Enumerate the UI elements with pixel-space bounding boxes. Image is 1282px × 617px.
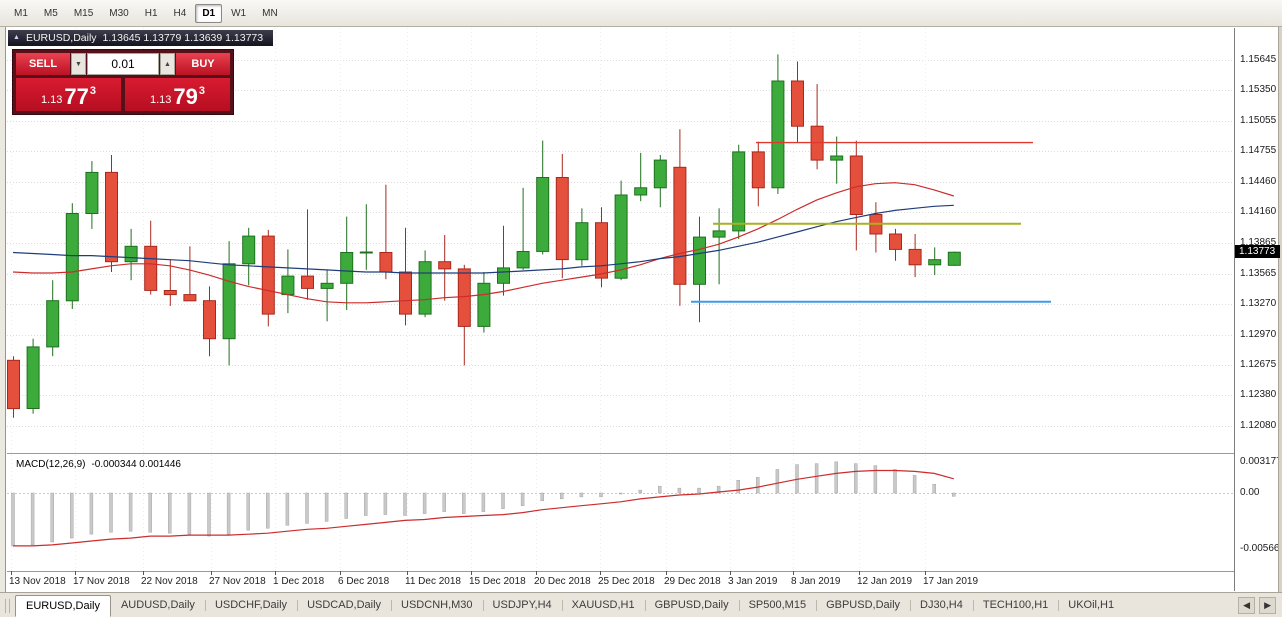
svg-text:12 Jan 2019: 12 Jan 2019 <box>857 576 912 587</box>
chart-tab-audusd-daily-1[interactable]: AUDUSD,Daily <box>120 599 195 611</box>
bid-price-display[interactable]: 1.13 77 3 <box>16 78 121 111</box>
price-axis-label: 1.14755 <box>1240 145 1277 157</box>
ask-price-prefix: 1.13 <box>149 94 172 106</box>
chart-tab-bar: EURUSD,Daily AUDUSD,Daily USDCHF,Daily USDC… <box>0 592 1282 617</box>
svg-text:22 Nov 2018: 22 Nov 2018 <box>141 576 198 587</box>
bid-price-prefix: 1.13 <box>40 94 63 106</box>
macd-axis-label: 0.003177 <box>1240 455 1282 467</box>
svg-text:3 Jan 2019: 3 Jan 2019 <box>728 576 778 587</box>
timeframe-button-m30[interactable]: M30 <box>109 7 129 19</box>
chart-tab-sp500-m15-8[interactable]: SP500,M15 <box>738 593 816 617</box>
price-axis-label: 1.15350 <box>1240 84 1277 96</box>
price-axis-label: 1.15055 <box>1240 114 1277 126</box>
svg-text:27 Nov 2018: 27 Nov 2018 <box>209 576 266 587</box>
macd-axis-label: 0.00 <box>1240 487 1260 498</box>
chart-tab-xauusd-h1-6[interactable]: XAUUSD,H1 <box>561 593 645 617</box>
macd-histogram <box>11 461 956 547</box>
svg-text:15 Dec 2018: 15 Dec 2018 <box>469 576 526 587</box>
chart-tab-usdcnh-m30-4[interactable]: USDCNH,M30 <box>391 593 483 617</box>
svg-text:29 Dec 2018: 29 Dec 2018 <box>664 576 721 587</box>
lot-size-input[interactable] <box>87 53 159 75</box>
chart-tab-usdcad-daily-3[interactable]: USDCAD,Daily <box>297 593 391 617</box>
price-axis-label: 1.12675 <box>1240 358 1277 370</box>
ma-slow-line <box>12 204 954 274</box>
ask-price-big-digits: 79 <box>173 84 198 109</box>
chart-tab-eurusd-daily-0[interactable]: EURUSD,Daily <box>15 595 111 617</box>
timeframe-button-m1[interactable]: M1 <box>14 7 28 19</box>
chart-ohlc-values: 1.13645 1.13779 1.13639 1.13773 <box>102 32 264 44</box>
chart-tab-gbpusd-daily-7[interactable]: GBPUSD,Daily <box>644 593 739 617</box>
svg-text:17 Jan 2019: 17 Jan 2019 <box>923 576 978 587</box>
macd-signal-line <box>13 469 954 547</box>
svg-text:17 Nov 2018: 17 Nov 2018 <box>73 576 130 587</box>
svg-text:20 Dec 2018: 20 Dec 2018 <box>534 576 591 587</box>
chart-tab-ukoil-h1-12[interactable]: UKOil,H1 <box>1058 593 1124 617</box>
tabs-scroll-left-button[interactable]: ◀ <box>1238 597 1256 614</box>
price-axis-label: 1.13865 <box>1240 236 1277 248</box>
current-price-badge: 1.13773 <box>1235 245 1280 259</box>
svg-text:6 Dec 2018: 6 Dec 2018 <box>338 576 390 587</box>
chart-tab-dj30-h4-10[interactable]: DJ30,H4 <box>910 593 973 617</box>
svg-text:11 Dec 2018: 11 Dec 2018 <box>405 576 461 587</box>
timeframe-button-m15[interactable]: M15 <box>73 7 94 19</box>
timeframe-button-h4[interactable]: H4 <box>173 7 187 19</box>
timeframe-button-m5[interactable]: M5 <box>43 7 58 19</box>
bid-price-big-digits: 77 <box>64 84 89 109</box>
price-axis-label: 1.14460 <box>1240 175 1277 187</box>
macd-name: MACD(12,26,9) <box>16 459 86 470</box>
chart-tab-usdchf-daily-2[interactable]: USDCHF,Daily <box>204 593 297 617</box>
chart-icon: ▲ <box>13 34 20 41</box>
svg-text:1 Dec 2018: 1 Dec 2018 <box>273 576 325 587</box>
price-axis-label: 1.13270 <box>1240 297 1277 309</box>
price-axis-label: 1.12380 <box>1240 389 1277 401</box>
macd-indicator-label: MACD(12,26,9) -0.000344 0.001446 <box>16 459 181 470</box>
window-edge-strip <box>1278 27 1282 592</box>
chart-tab-usdjpy-h4-5[interactable]: USDJPY,H4 <box>482 593 562 617</box>
buy-button[interactable]: BUY <box>176 53 230 75</box>
svg-text:8 Jan 2019: 8 Jan 2019 <box>791 576 841 587</box>
sell-button[interactable]: SELL <box>16 53 70 75</box>
candlestick-series <box>7 54 961 418</box>
tab-bar-grip[interactable] <box>5 599 10 613</box>
price-axis-label: 1.12970 <box>1240 328 1277 340</box>
timeframe-toolbar: M1 M5 M15 M30 H1 H4 D1 W1 MN <box>0 0 1282 27</box>
chart-tabs: EURUSD,Daily AUDUSD,Daily USDCHF,Daily USDC… <box>15 593 1124 617</box>
timeframe-button-d1[interactable]: D1 <box>195 3 223 23</box>
price-axis-label: 1.14160 <box>1240 206 1277 218</box>
chart-tab-gbpusd-daily-9[interactable]: GBPUSD,Daily <box>816 593 910 617</box>
macd-values: -0.000344 0.001446 <box>91 459 181 470</box>
chart-title-bar: ▲ EURUSD,Daily 1.13645 1.13779 1.13639 1… <box>8 30 274 46</box>
date-axis: 13 Nov 2018 17 Nov 2018 22 Nov 2018 27 Nov … <box>9 571 978 587</box>
chart-tab-tech100-h1-11[interactable]: TECH100,H1 <box>972 593 1058 617</box>
svg-text:25 Dec 2018: 25 Dec 2018 <box>598 576 655 587</box>
price-axis-label: 1.13565 <box>1240 267 1277 279</box>
price-axis: 1.13773 1.15645 1.15350 1.15055 1.14755 1.14… <box>1234 28 1282 591</box>
chart-symbol-label: EURUSD,Daily <box>25 32 97 44</box>
chart-canvas[interactable]: 13 Nov 2018 17 Nov 2018 22 Nov 2018 27 Nov … <box>7 28 1234 591</box>
ask-price-pipette: 3 <box>198 85 206 97</box>
bid-price-pipette: 3 <box>89 85 97 97</box>
lot-decrease-button[interactable]: ▼ <box>71 53 86 75</box>
svg-text:13 Nov 2018: 13 Nov 2018 <box>9 576 66 587</box>
ma-fast-line <box>12 182 954 304</box>
chart-window: 13 Nov 2018 17 Nov 2018 22 Nov 2018 27 Nov … <box>5 27 1282 592</box>
price-axis-label: 1.15645 <box>1240 54 1277 65</box>
timeframe-button-mn[interactable]: MN <box>262 7 278 19</box>
timeframe-button-w1[interactable]: W1 <box>231 7 247 19</box>
timeframe-button-h1[interactable]: H1 <box>144 7 158 19</box>
ask-price-display[interactable]: 1.13 79 3 <box>125 78 230 111</box>
macd-axis-label: -0.005667 <box>1240 542 1282 554</box>
price-axis-label: 1.12080 <box>1240 419 1277 431</box>
lot-increase-button[interactable]: ▲ <box>160 53 175 75</box>
tabs-scroll-right-button[interactable]: ▶ <box>1259 597 1276 614</box>
